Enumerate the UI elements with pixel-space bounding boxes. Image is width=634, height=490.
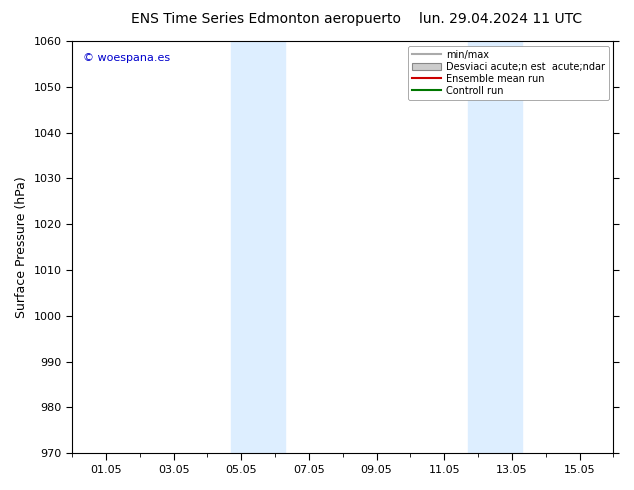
Y-axis label: Surface Pressure (hPa): Surface Pressure (hPa) xyxy=(15,176,28,318)
Bar xyxy=(231,41,285,453)
Bar xyxy=(468,41,522,453)
Text: © woespana.es: © woespana.es xyxy=(83,53,170,63)
Text: ENS Time Series Edmonton aeropuerto: ENS Time Series Edmonton aeropuerto xyxy=(131,12,401,26)
Legend: min/max, Desviaci acute;n est  acute;ndar, Ensemble mean run, Controll run: min/max, Desviaci acute;n est acute;ndar… xyxy=(408,46,609,99)
Text: lun. 29.04.2024 11 UTC: lun. 29.04.2024 11 UTC xyxy=(419,12,583,26)
